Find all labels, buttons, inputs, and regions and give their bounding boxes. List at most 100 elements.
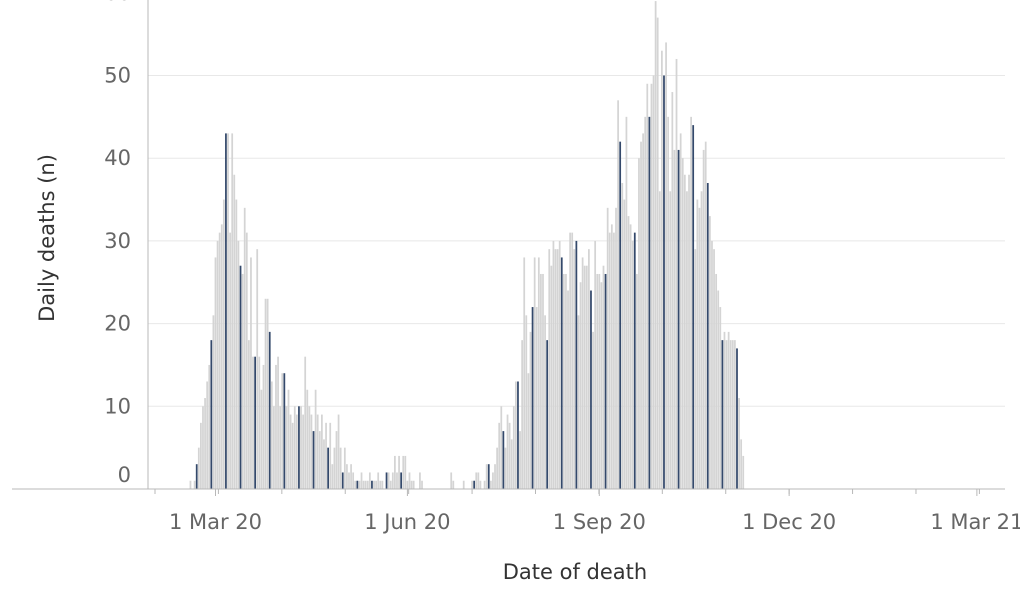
- bar-day-67: [293, 406, 296, 489]
- bar-day-270: [717, 290, 720, 489]
- bar-day-246: [667, 116, 670, 489]
- bar-day-19: [193, 480, 196, 489]
- y-tick-label-10: 10: [104, 394, 131, 418]
- highlight-bar-day-97: [356, 480, 359, 489]
- bar-day-163: [494, 464, 496, 489]
- bar-day-213: [598, 273, 601, 489]
- bar-day-210: [592, 331, 594, 489]
- bar-day-162: [492, 472, 494, 489]
- highlight-bar-day-104: [371, 480, 373, 489]
- bar-day-189: [548, 249, 551, 489]
- axes: 0 10 20 30 40 50 60 1 Mar 20 1 Jun 20 1 Sep 20 1 D…: [12, 0, 1020, 534]
- bar-day-103: [368, 472, 371, 489]
- bars: [189, 1, 745, 490]
- bar-day-183: [535, 307, 538, 489]
- bar-day-218: [608, 232, 611, 489]
- bar-day-117: [398, 455, 400, 489]
- highlight-bar-day-251: [677, 149, 680, 489]
- bar-day-211: [594, 240, 597, 489]
- bar-day-72: [304, 356, 307, 489]
- highlight-bar-day-195: [560, 257, 563, 489]
- bar-day-51: [260, 389, 263, 489]
- bar-day-155: [477, 472, 480, 489]
- bar-day-193: [556, 249, 559, 489]
- bar-day-85: [331, 464, 334, 489]
- bar-day-207: [585, 265, 588, 489]
- bar-day-240: [654, 1, 657, 489]
- bar-day-33: [222, 199, 225, 490]
- bar-day-61: [281, 373, 284, 489]
- highlight-bar-day-76: [312, 431, 315, 489]
- highlight-bar-day-118: [400, 472, 403, 489]
- bar-day-128: [421, 480, 423, 489]
- bar-day-200: [571, 232, 574, 489]
- highlight-bar-day-160: [487, 464, 490, 489]
- bar-day-178: [525, 315, 528, 489]
- bar-day-208: [588, 249, 590, 489]
- highlight-bar-day-223: [619, 141, 622, 489]
- bar-day-116: [396, 472, 398, 489]
- highlight-bar-day-55: [268, 331, 271, 489]
- bar-day-101: [364, 480, 367, 489]
- bar-day-234: [642, 133, 644, 489]
- bar-day-82: [325, 422, 327, 489]
- bar-day-168: [504, 447, 507, 489]
- bar-day-277: [731, 340, 734, 489]
- bar-day-192: [554, 249, 557, 489]
- bar-day-84: [329, 422, 332, 489]
- bar-day-23: [202, 406, 204, 489]
- bar-day-81: [323, 439, 325, 489]
- y-tick-label-60: 60: [104, 0, 131, 5]
- bar-day-235: [644, 116, 647, 489]
- bar-day-275: [727, 331, 730, 489]
- bar-day-245: [665, 42, 667, 490]
- bar-day-177: [523, 257, 526, 489]
- bar-day-169: [506, 414, 509, 489]
- bar-day-80: [321, 414, 323, 489]
- bar-day-102: [366, 480, 369, 489]
- bar-day-252: [679, 133, 682, 489]
- bar-day-26: [208, 364, 211, 489]
- bar-day-37: [231, 133, 234, 489]
- bar-day-205: [581, 257, 584, 489]
- bar-day-217: [606, 207, 609, 489]
- bar-day-184: [537, 257, 540, 489]
- bar-day-64: [287, 389, 290, 489]
- highlight-bar-day-167: [502, 431, 505, 489]
- bar-day-214: [600, 282, 603, 489]
- bar-day-259: [694, 249, 697, 489]
- bar-day-42: [241, 273, 244, 489]
- bar-day-164: [496, 447, 498, 489]
- bar-day-46: [250, 257, 252, 489]
- highlight-bar-day-244: [663, 75, 665, 489]
- bar-day-225: [623, 199, 626, 490]
- bar-day-106: [375, 480, 377, 489]
- bar-day-17: [189, 480, 192, 489]
- bar-day-256: [688, 174, 690, 490]
- y-tick-label-20: 20: [104, 312, 131, 336]
- bar-day-49: [256, 249, 259, 489]
- bar-day-215: [602, 265, 605, 489]
- bar-day-166: [500, 406, 503, 489]
- bar-day-278: [734, 340, 736, 489]
- bar-day-172: [512, 406, 515, 489]
- bar-day-71: [302, 414, 304, 489]
- bar-day-65: [289, 414, 292, 489]
- bar-day-29: [214, 257, 217, 489]
- bar-day-165: [498, 422, 501, 489]
- bar-day-226: [625, 116, 628, 489]
- bar-day-94: [350, 464, 352, 489]
- bar-day-143: [452, 480, 455, 489]
- bar-day-58: [275, 364, 277, 489]
- highlight-bar-day-20: [195, 464, 198, 489]
- bar-day-185: [540, 273, 542, 489]
- bar-day-44: [245, 232, 248, 489]
- bar-day-267: [711, 240, 713, 489]
- bar-day-142: [450, 472, 453, 489]
- highlight-bar-day-237: [648, 116, 651, 489]
- bar-day-276: [729, 340, 732, 489]
- bar-day-180: [529, 331, 532, 489]
- bar-day-52: [262, 364, 265, 489]
- bar-day-109: [381, 480, 384, 489]
